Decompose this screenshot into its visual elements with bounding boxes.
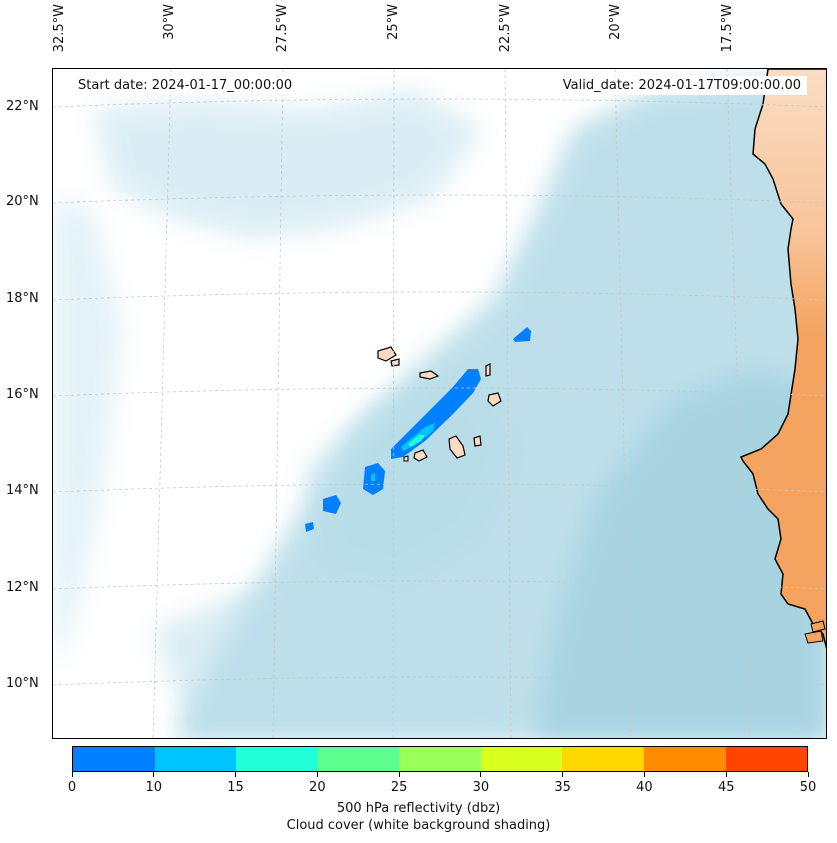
island-santo-antao — [377, 346, 397, 362]
gridline-lat-14n — [53, 483, 826, 493]
colorbar-segment — [643, 747, 726, 771]
colorbar-tick — [562, 772, 564, 777]
island-sao-nicolau — [419, 370, 440, 380]
bijagos-island-1 — [810, 620, 826, 633]
colorbar-tick — [480, 772, 482, 777]
lon-label-22-5w: 22.5°W — [498, 4, 513, 53]
reflectivity-cell-1-core — [371, 473, 375, 481]
island-maio — [473, 435, 482, 447]
lat-label-16n: 16°N — [6, 387, 39, 402]
reflectivity-band-main — [391, 369, 481, 459]
island-brava — [403, 455, 409, 462]
colorbar-tick-label: 35 — [554, 780, 571, 795]
cloud-cover-layer — [53, 79, 826, 738]
reflectivity-cell-3 — [305, 522, 314, 532]
reflectivity-cell-4 — [513, 327, 531, 342]
island-sal — [485, 363, 491, 377]
colorbar-tick — [153, 772, 155, 777]
colorbar-tick-label: 15 — [227, 780, 244, 795]
colorbar-label: 500 hPa reflectivity (dbz) — [336, 801, 501, 816]
colorbar-segment — [154, 747, 237, 771]
reflectivity-cell-2 — [323, 495, 341, 514]
colorbar-tick-label: 50 — [799, 780, 817, 795]
land-layer — [377, 69, 826, 650]
gridline-lat-22n — [53, 98, 826, 108]
colorbar-tick — [807, 772, 809, 777]
colorbar-tick-label: 25 — [390, 780, 408, 795]
colorbar-tick-label: 40 — [636, 780, 653, 795]
gridline-lon-17-5w — [726, 69, 750, 738]
africa-coast — [739, 69, 826, 650]
colorbar-segment — [562, 747, 644, 771]
gridline-lon-27-5w — [272, 69, 284, 738]
map-panel — [52, 68, 827, 739]
lon-label-30w: 30°W — [162, 4, 177, 40]
lat-label-12n: 12°N — [6, 580, 39, 595]
colorbar-tick — [398, 772, 400, 777]
valid-date-label: Valid_date: 2024-01-17T09:00:00.00 — [556, 76, 807, 95]
island-fogo — [413, 449, 428, 462]
lat-label-22n: 22°N — [6, 99, 39, 114]
lon-label-32-5w: 32.5°W — [52, 4, 67, 53]
island-boa-vista — [487, 392, 502, 407]
start-date-label: Start date: 2024-01-17_00:00:00 — [72, 76, 299, 95]
colorbar-tick — [316, 772, 318, 777]
lat-label-14n: 14°N — [6, 483, 39, 498]
colorbar-tick-label: 30 — [472, 780, 490, 795]
cloud-band-south — [153, 589, 532, 738]
gridline-lon-30w — [152, 69, 172, 738]
colorbar-tick-label: 10 — [145, 780, 163, 795]
lat-label-20n: 20°N — [6, 194, 39, 209]
cloud-band-west — [53, 199, 123, 669]
colorbar-tick-label: 45 — [717, 780, 735, 795]
colorbar-tick — [643, 772, 645, 777]
reflectivity-layer — [305, 327, 531, 532]
gridline-lon-25w — [392, 69, 395, 738]
cloud-band-northwest — [93, 89, 483, 239]
gridline-lon-20w — [614, 69, 632, 738]
lat-label-18n: 18°N — [6, 291, 39, 306]
lat-label-10n: 10°N — [6, 676, 39, 691]
gridline-lon-22-5w — [504, 69, 512, 738]
gridline-lat-18n — [53, 291, 826, 301]
graticule — [53, 69, 826, 738]
bijagos-island-2 — [804, 630, 824, 644]
lon-label-20w: 20°W — [608, 4, 623, 40]
colorbar-tick-label: 20 — [309, 780, 326, 795]
map-canvas — [53, 69, 826, 738]
colorbar-tick — [235, 772, 237, 777]
colorbar-segment — [236, 747, 318, 771]
colorbar-tick-label: 0 — [67, 780, 77, 795]
lon-label-17-5w: 17.5°W — [720, 4, 735, 53]
colorbar-tick — [71, 772, 73, 777]
lon-label-27-5w: 27.5°W — [275, 4, 290, 53]
reflectivity-core-high — [408, 435, 425, 447]
colorbar-segment — [317, 747, 400, 771]
gridline-lat-20n — [53, 194, 826, 204]
colorbar-tick — [725, 772, 727, 777]
colorbar-segment — [480, 747, 563, 771]
cloud-band-middle — [303, 369, 523, 589]
colorbar-caption: Cloud cover (white background shading) — [286, 818, 551, 833]
island-sao-vicente — [390, 358, 400, 367]
colorbar-segment — [73, 747, 155, 771]
gridline-lat-16n — [53, 387, 826, 397]
gridline-lat-12n — [53, 580, 826, 590]
colorbar — [72, 746, 808, 772]
gridline-lat-10n — [53, 676, 826, 686]
lon-label-25w: 25°W — [386, 4, 401, 40]
island-santiago — [448, 435, 466, 459]
colorbar-segment — [725, 747, 808, 771]
colorbar-segment — [399, 747, 481, 771]
